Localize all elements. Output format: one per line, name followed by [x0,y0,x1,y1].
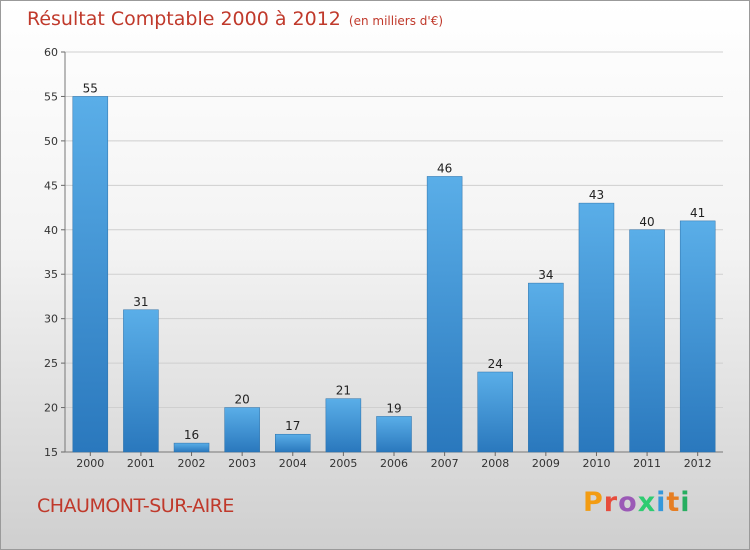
x-tick-label: 2003 [228,457,256,470]
value-label: 34 [538,268,553,282]
bar [325,398,362,453]
y-tick-label: 35 [44,268,58,281]
logo-letter: t [666,487,681,518]
axes [64,52,723,453]
value-label: 16 [184,428,199,442]
bar [528,282,564,453]
y-tick-label: 30 [44,313,58,326]
bar [629,229,665,453]
bar [679,220,716,453]
x-tick-label: 2000 [76,457,104,470]
grid-lines [61,51,723,453]
value-label: 41 [690,206,705,220]
x-tick-label: 2005 [329,457,357,470]
value-label: 20 [235,393,250,407]
y-tick-label: 55 [44,90,58,103]
value-label: 21 [336,384,351,398]
title-unit: (en milliers d'€) [348,14,444,28]
x-tick-label: 2007 [431,457,459,470]
value-label: 24 [488,357,503,371]
bar [173,442,210,453]
value-labels: 55 31 16 20 17 21 19 46 24 34 43 40 41 [83,81,706,442]
value-label: 43 [589,188,604,202]
x-tick-label: 2012 [684,457,712,470]
x-tick-label: 2009 [532,457,560,470]
y-tick-label: 25 [44,357,58,370]
bar [376,416,412,453]
x-tick-label: 2011 [633,457,661,470]
bar [224,407,260,453]
bar [275,433,311,453]
value-label: 46 [437,161,452,175]
x-tick-label: 2008 [481,457,509,470]
bars [72,96,716,453]
proxiti-logo[interactable]: Proxiti [583,487,691,518]
logo-letter: i [680,487,691,518]
x-tick-label: 2004 [279,457,307,470]
logo-letter: i [656,487,667,518]
logo-letter: r [603,487,619,518]
value-label: 19 [386,401,401,415]
value-label: 17 [285,419,300,433]
x-tick-label: 2001 [127,457,155,470]
chart-title: Résultat Comptable 2000 à 2012 (en millie… [27,8,443,30]
x-tick-labels: 2000 2001 2002 2003 2004 2005 2006 2007 2008 2009… [76,452,712,470]
y-tick-label: 60 [44,46,58,59]
bar [477,371,513,453]
x-tick-label: 2006 [380,457,408,470]
logo-letter: o [618,487,638,518]
logo-letter: P [583,487,604,518]
bar [123,309,159,453]
bar [578,202,615,453]
y-tick-labels: 15 20 25 30 35 40 45 50 55 60 [44,46,58,459]
logo-letter: x [637,487,657,518]
y-tick-label: 50 [44,135,58,148]
x-tick-label: 2002 [178,457,206,470]
title-text: Résultat Comptable 2000 à 2012 [27,8,341,30]
bar [72,96,109,453]
value-label: 40 [639,215,654,229]
y-tick-label: 20 [44,402,58,415]
value-label: 31 [133,295,148,309]
y-tick-label: 40 [44,224,58,237]
commune-name: CHAUMONT-SUR-AIRE [37,495,234,517]
value-label: 55 [83,81,98,95]
x-tick-label: 2010 [582,457,610,470]
bar [426,176,463,453]
y-tick-label: 15 [44,446,58,459]
y-tick-label: 45 [44,179,58,192]
